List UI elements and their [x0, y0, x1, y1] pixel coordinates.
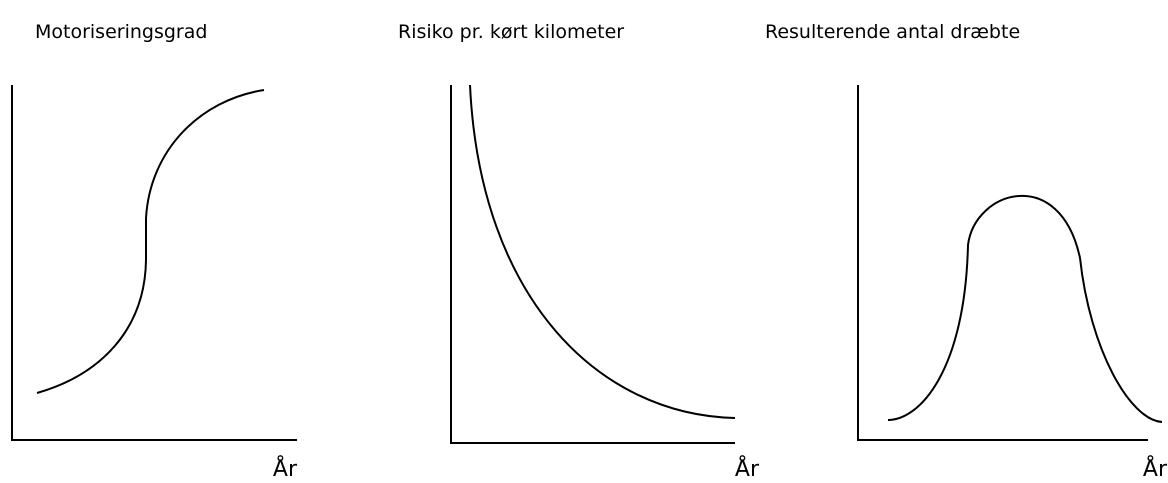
- x-axis-label: År: [1143, 455, 1168, 482]
- axes: [450, 85, 735, 444]
- axes: [857, 85, 1148, 441]
- panel-title: Resulterende antal dræbte: [765, 21, 1020, 43]
- x-axis-label: År: [273, 455, 298, 482]
- curve: [469, 84, 736, 419]
- x-axis-label: År: [735, 455, 760, 482]
- panel-title: Motoriseringsgrad: [35, 21, 207, 43]
- curve: [887, 195, 1163, 423]
- panel-title: Risiko pr. kørt kilometer: [398, 21, 624, 43]
- curve: [36, 89, 265, 394]
- axes: [11, 85, 297, 441]
